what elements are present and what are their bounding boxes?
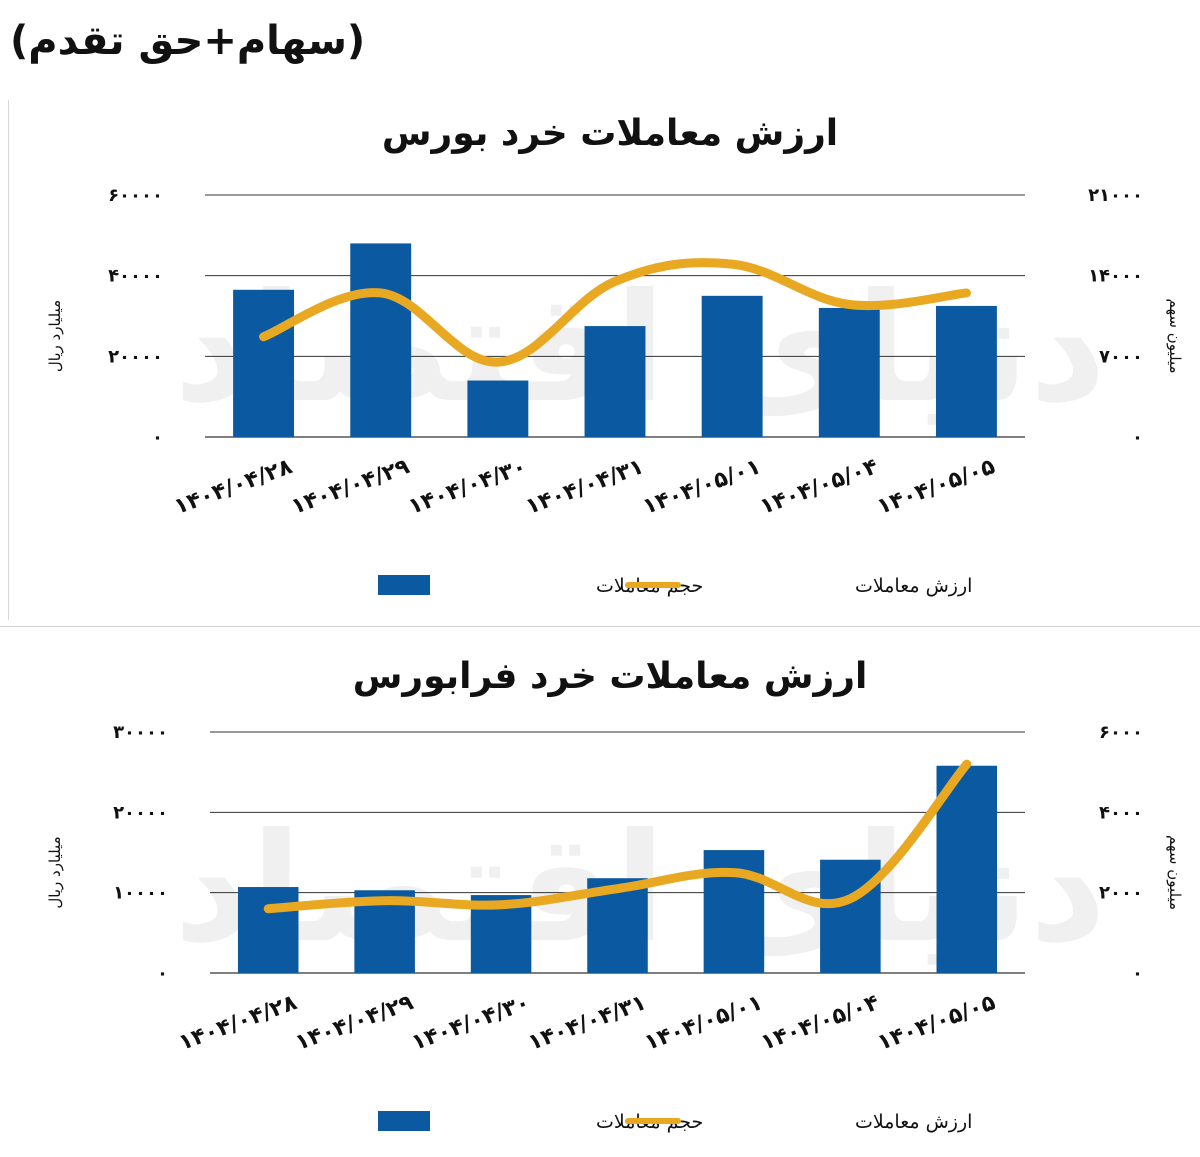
y-left-tick-label: ۲۰۰۰۰ <box>113 802 168 823</box>
y-left-tick-label: ۳۰۰۰۰ <box>113 722 168 743</box>
line-point <box>267 907 270 910</box>
y-left-tick-label: ۰ <box>157 963 168 984</box>
x-category-label: ۱۴۰۴/۰۴/۲۹ <box>288 454 413 520</box>
line-point <box>616 887 619 890</box>
y-right-tick-label: ۲۰۰۰ <box>1099 883 1143 904</box>
line-point <box>614 280 616 283</box>
x-category-label: ۱۴۰۴/۰۴/۳۰ <box>405 454 530 520</box>
x-category-label: ۱۴۰۴/۰۴/۳۱ <box>525 990 650 1056</box>
bar <box>233 289 295 437</box>
x-category-label: ۱۴۰۴/۰۵/۰۴ <box>757 454 882 520</box>
page-heading: (سهام+حق تقدم) <box>10 18 366 64</box>
y-left-axis-title: میلیارد ریال <box>46 300 64 372</box>
line-point <box>965 291 968 294</box>
y-right-axis-title: میلیون سهم <box>1166 835 1184 910</box>
line-point <box>849 897 852 900</box>
y-right-tick-label: ۷۰۰۰ <box>1099 346 1143 367</box>
y-left-tick-label: ۱۰۰۰۰ <box>113 883 168 904</box>
y-right-tick-label: ۶۰۰۰ <box>1099 722 1143 743</box>
line-point <box>965 763 968 766</box>
bar <box>584 326 646 437</box>
bar <box>820 859 881 973</box>
y-left-tick-label: ۴۰۰۰۰ <box>108 266 163 287</box>
y-right-tick-label: ۴۰۰۰ <box>1099 802 1143 823</box>
x-category-label: ۱۴۰۴/۰۴/۲۹ <box>292 990 417 1056</box>
line-point <box>848 303 851 306</box>
bar <box>935 305 997 437</box>
x-category-label: ۱۴۰۴/۰۴/۳۰ <box>409 990 534 1056</box>
y-left-tick-label: ۲۰۰۰۰ <box>108 346 163 367</box>
bar <box>467 380 529 437</box>
legend-label-line: ارزش معاملات <box>855 1111 972 1133</box>
bar <box>936 765 998 973</box>
line-point <box>262 335 265 338</box>
y-left-axis-title: میلیارد ریال <box>46 836 64 908</box>
bar <box>818 307 880 437</box>
x-category-label: ۱۴۰۴/۰۵/۰۱ <box>641 990 766 1056</box>
x-category-label: ۱۴۰۴/۰۵/۰۴ <box>758 990 883 1056</box>
x-category-label: ۱۴۰۴/۰۴/۲۸ <box>176 990 301 1056</box>
bar <box>701 295 763 437</box>
y-right-tick-label: ۰ <box>1132 427 1143 448</box>
y-right-tick-label: ۲۱۰۰۰ <box>1088 185 1143 206</box>
line-point <box>496 361 499 364</box>
bar <box>350 243 412 437</box>
chart-title: ارزش معاملات خرد بورس <box>382 113 838 154</box>
section-divider <box>0 626 1200 627</box>
line-point <box>383 899 386 902</box>
line-point <box>500 903 503 906</box>
y-right-tick-label: ۱۴۰۰۰ <box>1088 266 1143 287</box>
y-right-axis-title: میلیون سهم <box>1166 298 1184 373</box>
line-point <box>732 871 735 874</box>
line-point <box>731 263 734 266</box>
legend-swatch-bar <box>378 575 430 595</box>
x-category-label: ۱۴۰۴/۰۵/۰۵ <box>874 454 999 520</box>
left-border-rule <box>8 100 9 620</box>
y-left-tick-label: ۶۰۰۰۰ <box>108 185 163 206</box>
x-category-label: ۱۴۰۴/۰۵/۰۱ <box>640 454 765 520</box>
y-right-tick-label: ۰ <box>1132 963 1143 984</box>
chart-title: ارزش معاملات خرد فرابورس <box>353 656 868 697</box>
legend-swatch-bar <box>378 1111 430 1131</box>
x-category-label: ۱۴۰۴/۰۴/۲۸ <box>171 454 296 520</box>
y-left-tick-label: ۰ <box>152 427 163 448</box>
line-point <box>379 291 382 294</box>
bar <box>237 887 299 973</box>
x-category-label: ۱۴۰۴/۰۴/۳۱ <box>522 454 647 520</box>
legend-label-line: ارزش معاملات <box>855 575 972 597</box>
x-category-label: ۱۴۰۴/۰۵/۰۵ <box>874 990 999 1056</box>
